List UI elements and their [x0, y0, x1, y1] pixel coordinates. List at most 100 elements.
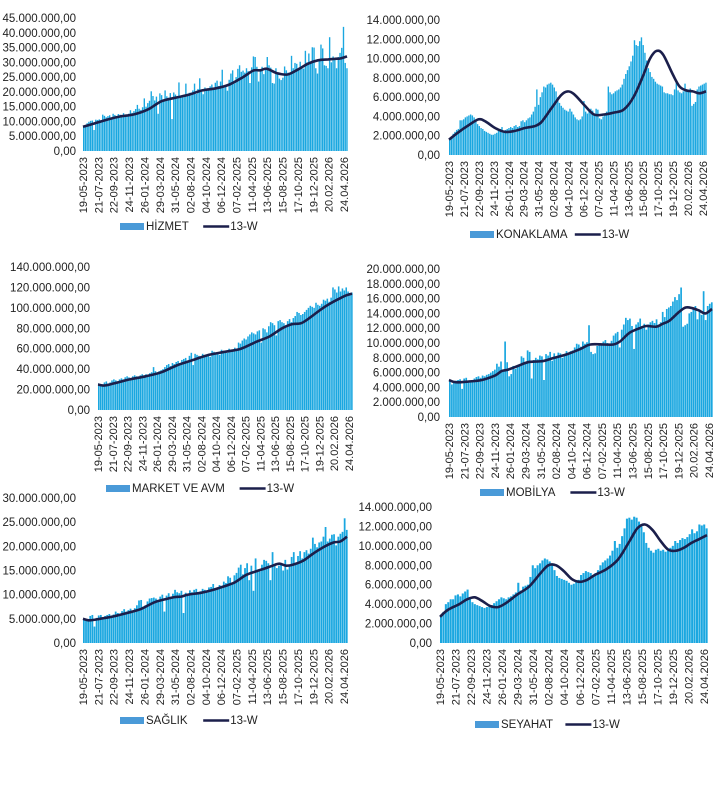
bar: [560, 578, 563, 643]
bar: [518, 126, 521, 155]
x-tick-label: 29-03-2024: [167, 416, 179, 472]
x-tick-label: 31-05-2024: [182, 416, 194, 472]
bar: [687, 91, 690, 155]
bar: [337, 57, 339, 152]
bar: [165, 595, 168, 643]
x-tick-label: 19-12-2025: [668, 161, 680, 217]
bar: [116, 613, 119, 643]
bar: [278, 565, 280, 643]
bar: [159, 596, 162, 643]
bar: [296, 63, 298, 152]
bar: [117, 114, 120, 151]
bar: [557, 352, 560, 417]
bar: [479, 377, 482, 417]
y-tick-label: 0,00: [418, 150, 440, 162]
bar: [290, 322, 293, 410]
x-tick-label: 24.04.2026: [699, 649, 711, 704]
bar: [128, 113, 130, 151]
bar: [579, 346, 582, 417]
bar: [234, 347, 236, 410]
bar: [166, 96, 168, 151]
bar: [327, 68, 329, 151]
bar: [606, 343, 609, 417]
bar: [567, 111, 569, 155]
bar: [233, 575, 236, 643]
bar: [582, 573, 585, 643]
bar: [654, 81, 657, 155]
x-tick-label: 21-07-2023: [451, 649, 463, 705]
bar: [244, 72, 246, 151]
bar: [345, 287, 347, 410]
bar: [299, 551, 302, 643]
x-tick-label: 17-10-2025: [300, 416, 312, 472]
bar: [150, 598, 153, 643]
bar: [222, 581, 225, 643]
x-tick-label: 24.04.2026: [698, 161, 710, 216]
bar: [119, 614, 121, 643]
y-tick-label: 20.000.000,00: [2, 87, 76, 99]
bar: [503, 130, 505, 155]
bar: [339, 52, 341, 151]
bar: [129, 608, 132, 643]
bar: [173, 92, 175, 151]
bar: [235, 77, 237, 151]
x-tick-label: 02-08-2024: [549, 161, 561, 217]
bar: [211, 350, 213, 410]
bar: [588, 325, 590, 417]
y-tick-label: 15.000.000,00: [2, 566, 76, 578]
bar: [694, 306, 697, 417]
bar: [571, 350, 574, 417]
bar: [508, 376, 511, 417]
bar: [647, 68, 650, 155]
bar: [596, 570, 599, 643]
bar: [682, 91, 684, 155]
bar: [108, 115, 111, 151]
bar: [461, 593, 464, 643]
bar: [114, 611, 117, 643]
x-tick-label: 13-06-2025: [628, 423, 640, 479]
bar: [83, 618, 85, 643]
y-tick-label: 5.000.000,00: [9, 131, 76, 143]
bar: [299, 61, 301, 151]
bar: [309, 63, 312, 151]
bar: [476, 605, 479, 643]
bar: [218, 354, 221, 410]
legend: SAĞLIK 13-W: [120, 714, 258, 727]
bar: [256, 570, 259, 643]
bar: [146, 601, 149, 643]
bar: [205, 89, 208, 151]
bar: [143, 375, 145, 410]
bar: [91, 614, 94, 643]
bar: [631, 325, 633, 417]
bar: [203, 355, 206, 410]
bar: [612, 93, 615, 155]
bar: [205, 354, 208, 410]
bar: [701, 84, 704, 155]
bar: [487, 374, 490, 417]
bar: [475, 121, 477, 155]
bar: [661, 86, 664, 155]
bar: [506, 362, 508, 417]
bar: [269, 580, 272, 643]
bar: [335, 68, 338, 151]
bar: [492, 134, 494, 155]
bar: [616, 90, 618, 155]
bar: [500, 361, 502, 417]
bar: [485, 607, 488, 643]
x-tick-label: 20.02.2026: [684, 649, 696, 704]
bar: [548, 83, 550, 155]
y-tick-label: 0,00: [68, 405, 90, 417]
bar: [161, 594, 164, 643]
bar: [95, 119, 97, 151]
bar: [635, 45, 637, 155]
bar: [311, 306, 313, 410]
bar: [666, 550, 670, 643]
y-tick-label: 12.000.000,00: [366, 323, 440, 335]
bar: [141, 374, 143, 410]
x-tick-label: 19-12-2025: [308, 157, 320, 213]
x-tick-label: 29-03-2024: [521, 423, 533, 479]
bar: [323, 65, 326, 151]
bar: [262, 328, 264, 410]
bar: [514, 368, 517, 417]
x-tick-label: 07-02-2025: [232, 157, 244, 213]
